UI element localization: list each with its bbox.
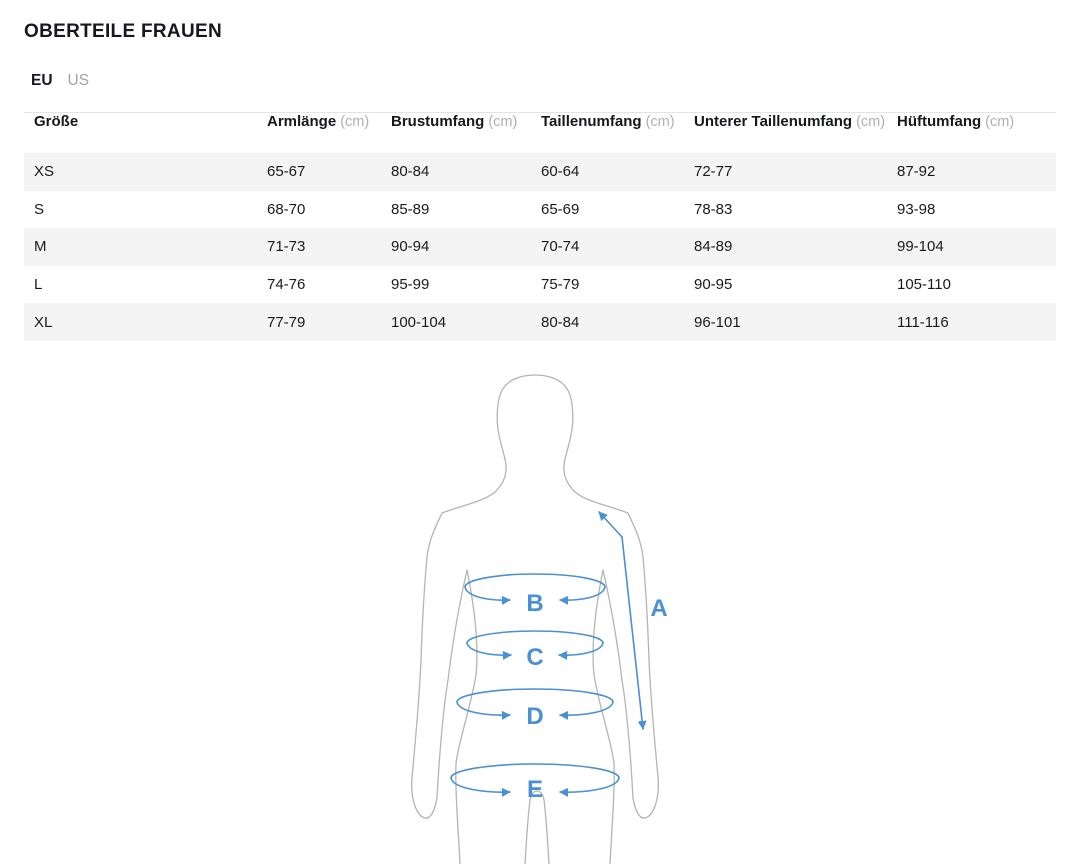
value-cell: 84-89 [694,238,733,256]
chest-measurement-ring [464,573,606,605]
body-outline-crotch [524,790,550,864]
value-cell: 111-116 [897,313,949,331]
size-cell: S [34,200,45,218]
table-header: Größe Armlänge (cm) Brustumfang (cm) Taill… [24,113,1056,153]
value-cell: 80-84 [391,163,430,181]
value-cell: 87-92 [897,163,936,181]
unit-label: (cm) [340,114,370,130]
size-table: Größe Armlänge (cm) Brustumfang (cm) Taill… [24,112,1056,341]
column-header-arm-length: Armlänge (cm) [267,113,370,130]
body-outline-right [534,374,659,864]
size-cell: XL [34,313,53,331]
table-row-xl: XL 77-79 100-104 80-84 96-101 111-116 [24,303,1056,341]
column-header-chest: Brustumfang (cm) [391,113,518,130]
value-cell: 77-79 [267,313,306,331]
value-cell: 78-83 [694,200,733,218]
unit-label: (cm) [488,114,518,130]
body-outline-figure [411,374,659,864]
hip-measurement-ring [450,763,620,797]
unit-label: (cm) [985,114,1015,130]
value-cell: 71-73 [267,238,306,256]
lower-waist-measurement-ring [456,688,614,720]
label-hip: E [527,776,543,803]
label-arm-length: A [650,595,667,622]
table-body: XS 65-67 80-84 60-64 72-77 87-92 S 68-70… [24,153,1056,341]
arm-length-arrow [598,511,647,730]
value-cell: 68-70 [267,200,306,218]
value-cell: 80-84 [541,313,580,331]
body-measurement-diagram: A B C D E [411,374,668,864]
table-row-m: M 71-73 90-94 70-74 84-89 99-104 [24,228,1056,266]
value-cell: 72-77 [694,163,733,181]
body-outline-left [411,374,536,864]
value-cell: 74-76 [267,276,306,294]
waist-measurement-ring [466,630,604,660]
tab-us[interactable]: US [67,72,90,89]
measurement-marks [450,511,647,797]
value-cell: 95-99 [391,276,430,294]
size-cell: L [34,276,43,294]
value-cell: 93-98 [897,200,936,218]
table-row-xs: XS 65-67 80-84 60-64 72-77 87-92 [24,153,1056,191]
size-cell: M [34,238,47,256]
value-cell: 75-79 [541,276,580,294]
column-header-hip: Hüftumfang (cm) [897,113,1015,130]
value-cell: 100-104 [391,313,447,331]
measurement-labels: A B C D E [526,590,667,803]
value-cell: 99-104 [897,238,944,256]
size-cell: XS [34,163,55,181]
label-lower-waist: D [526,703,543,730]
unit-tabs: EU US [31,72,89,90]
value-cell: 65-67 [267,163,306,181]
value-cell: 85-89 [391,200,430,218]
value-cell: 105-110 [897,276,951,294]
value-cell: 60-64 [541,163,580,181]
tab-eu[interactable]: EU [31,72,53,89]
unit-label: (cm) [856,114,886,130]
label-chest: B [526,590,543,617]
value-cell: 90-94 [391,238,430,256]
table-row-s: S 68-70 85-89 65-69 78-83 93-98 [24,191,1056,229]
unit-label: (cm) [645,114,675,130]
column-header-waist: Taillenumfang (cm) [541,113,675,130]
table-row-l: L 74-76 95-99 75-79 90-95 105-110 [24,266,1056,304]
page-title: OBERTEILE FRAUEN [24,21,222,42]
label-waist: C [526,644,543,671]
value-cell: 90-95 [694,276,733,294]
column-header-lower-waist: Unterer Taillenumfang (cm) [694,113,886,130]
value-cell: 96-101 [694,313,741,331]
column-header-size: Größe [34,113,79,130]
value-cell: 65-69 [541,200,580,218]
value-cell: 70-74 [541,238,580,256]
